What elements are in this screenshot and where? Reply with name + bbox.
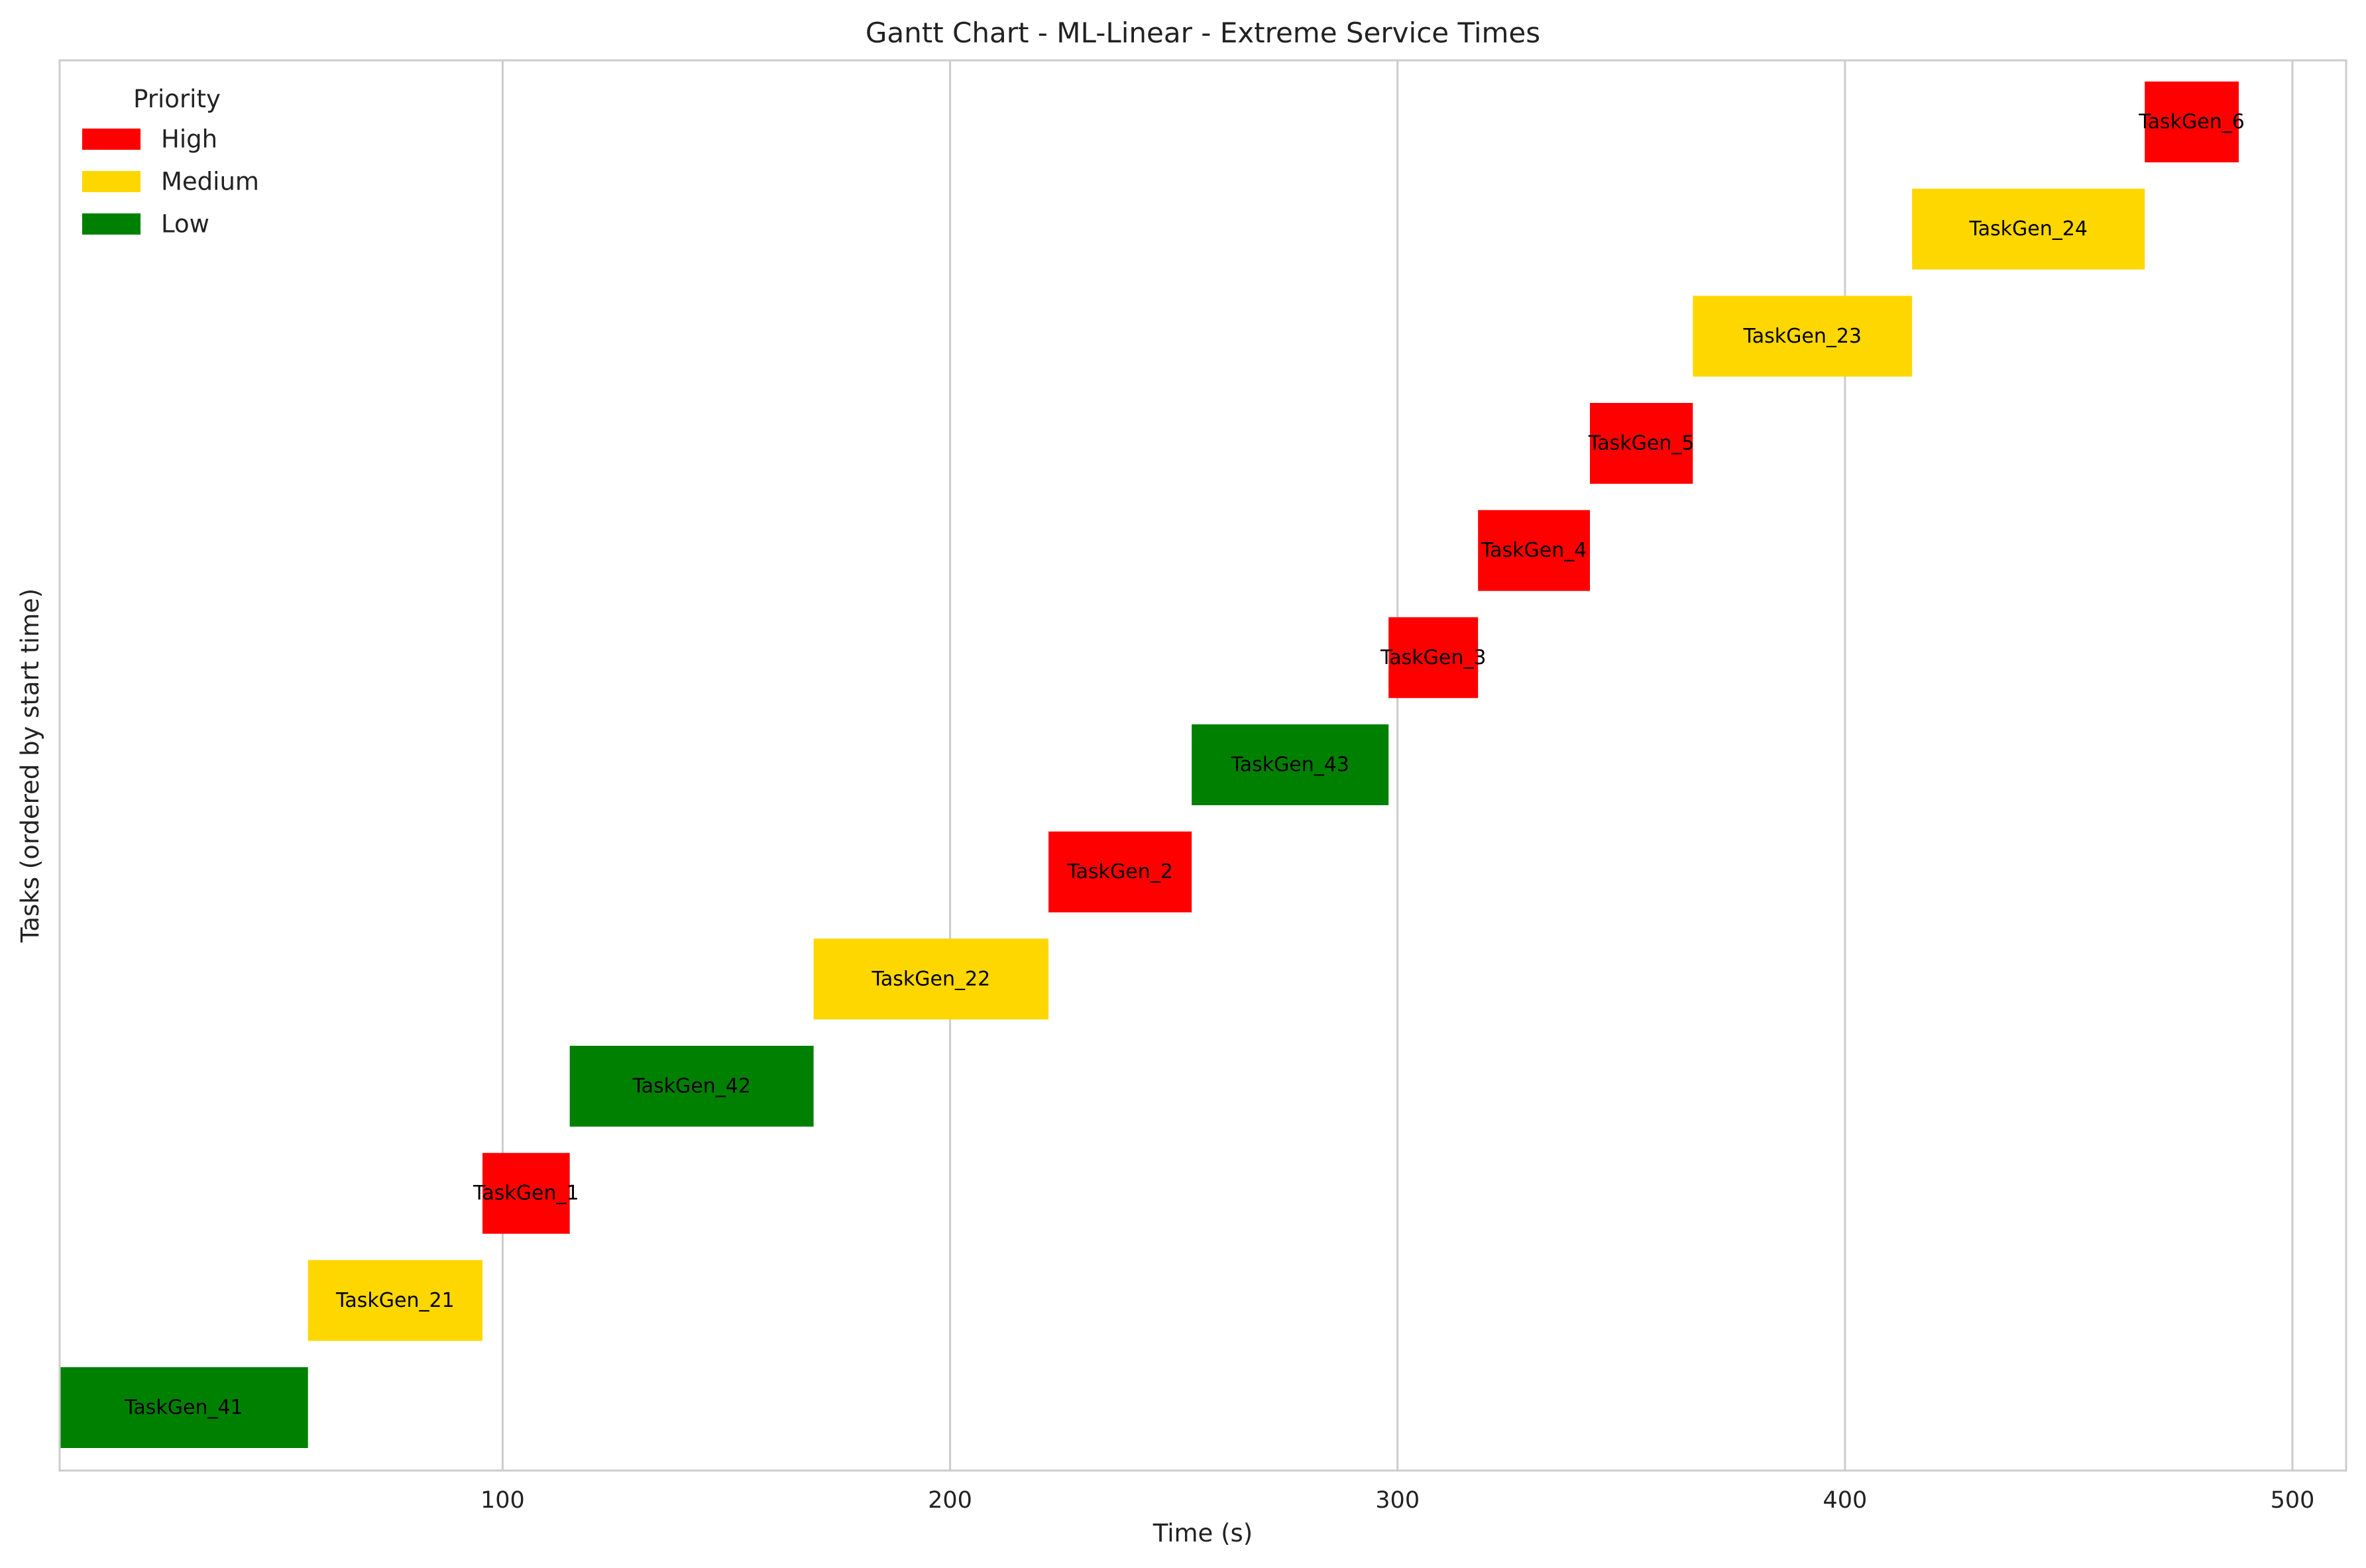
task-bar: [60, 1367, 308, 1448]
task-bar: [1478, 510, 1591, 591]
task-bars: TaskGen_41 TaskGen_21 TaskGen_1 TaskGen_42 T…: [60, 82, 2245, 1448]
legend-label-medium: Medium: [161, 168, 259, 196]
legend-swatch-low: [82, 213, 141, 235]
task-label: TaskGen_1: [473, 1182, 579, 1205]
task-label: TaskGen_24: [1968, 217, 2088, 241]
legend-entries: High Medium Low: [82, 125, 259, 239]
task-bar: [813, 938, 1049, 1020]
task-bar: [1192, 724, 1389, 805]
task-bar: [1693, 296, 1913, 377]
task-label: TaskGen_4: [1481, 539, 1587, 562]
task-bar: [482, 1152, 570, 1234]
legend-label-high: High: [161, 125, 217, 154]
grid-lines: [501, 60, 2294, 1471]
task-label: TaskGen_41: [124, 1396, 243, 1420]
x-tick-label: 100: [480, 1487, 525, 1514]
x-tick-label: 400: [1823, 1487, 1867, 1514]
task-label: TaskGen_21: [335, 1289, 455, 1312]
y-axis-label: Tasks (ordered by start time): [16, 588, 44, 943]
x-tick-label: 200: [928, 1487, 972, 1514]
chart-title: Gantt Chart - ML-Linear - Extreme Servic…: [866, 17, 1540, 49]
task-label: TaskGen_2: [1066, 860, 1173, 883]
legend-title: Priority: [133, 85, 221, 113]
plot-frame: [58, 59, 2347, 1472]
x-tick-label: 500: [2271, 1487, 2315, 1514]
legend-label-low: Low: [161, 210, 209, 239]
task-bar: [569, 1046, 814, 1127]
task-label: TaskGen_43: [1230, 754, 1349, 777]
task-bar: [1912, 188, 2145, 270]
legend-swatch-high: [82, 129, 141, 150]
task-bar: [1590, 403, 1693, 484]
task-label: TaskGen_6: [2138, 111, 2245, 134]
task-label: TaskGen_42: [632, 1075, 751, 1098]
x-tick-label: 300: [1375, 1487, 1420, 1514]
task-bar: [1388, 617, 1479, 699]
task-label: TaskGen_3: [1380, 646, 1487, 669]
x-axis-ticks: 100 200 300 400 500: [480, 1487, 2314, 1514]
task-bar: [308, 1260, 483, 1341]
legend: Priority High Medium Low: [82, 85, 259, 239]
task-label: TaskGen_5: [1588, 432, 1695, 455]
task-bar: [2145, 82, 2239, 162]
legend-swatch-medium: [82, 171, 141, 192]
task-label: TaskGen_23: [1742, 325, 1862, 348]
task-label: TaskGen_22: [872, 968, 991, 991]
task-bar: [1048, 831, 1192, 913]
x-axis-label: Time (s): [1153, 1519, 1253, 1547]
